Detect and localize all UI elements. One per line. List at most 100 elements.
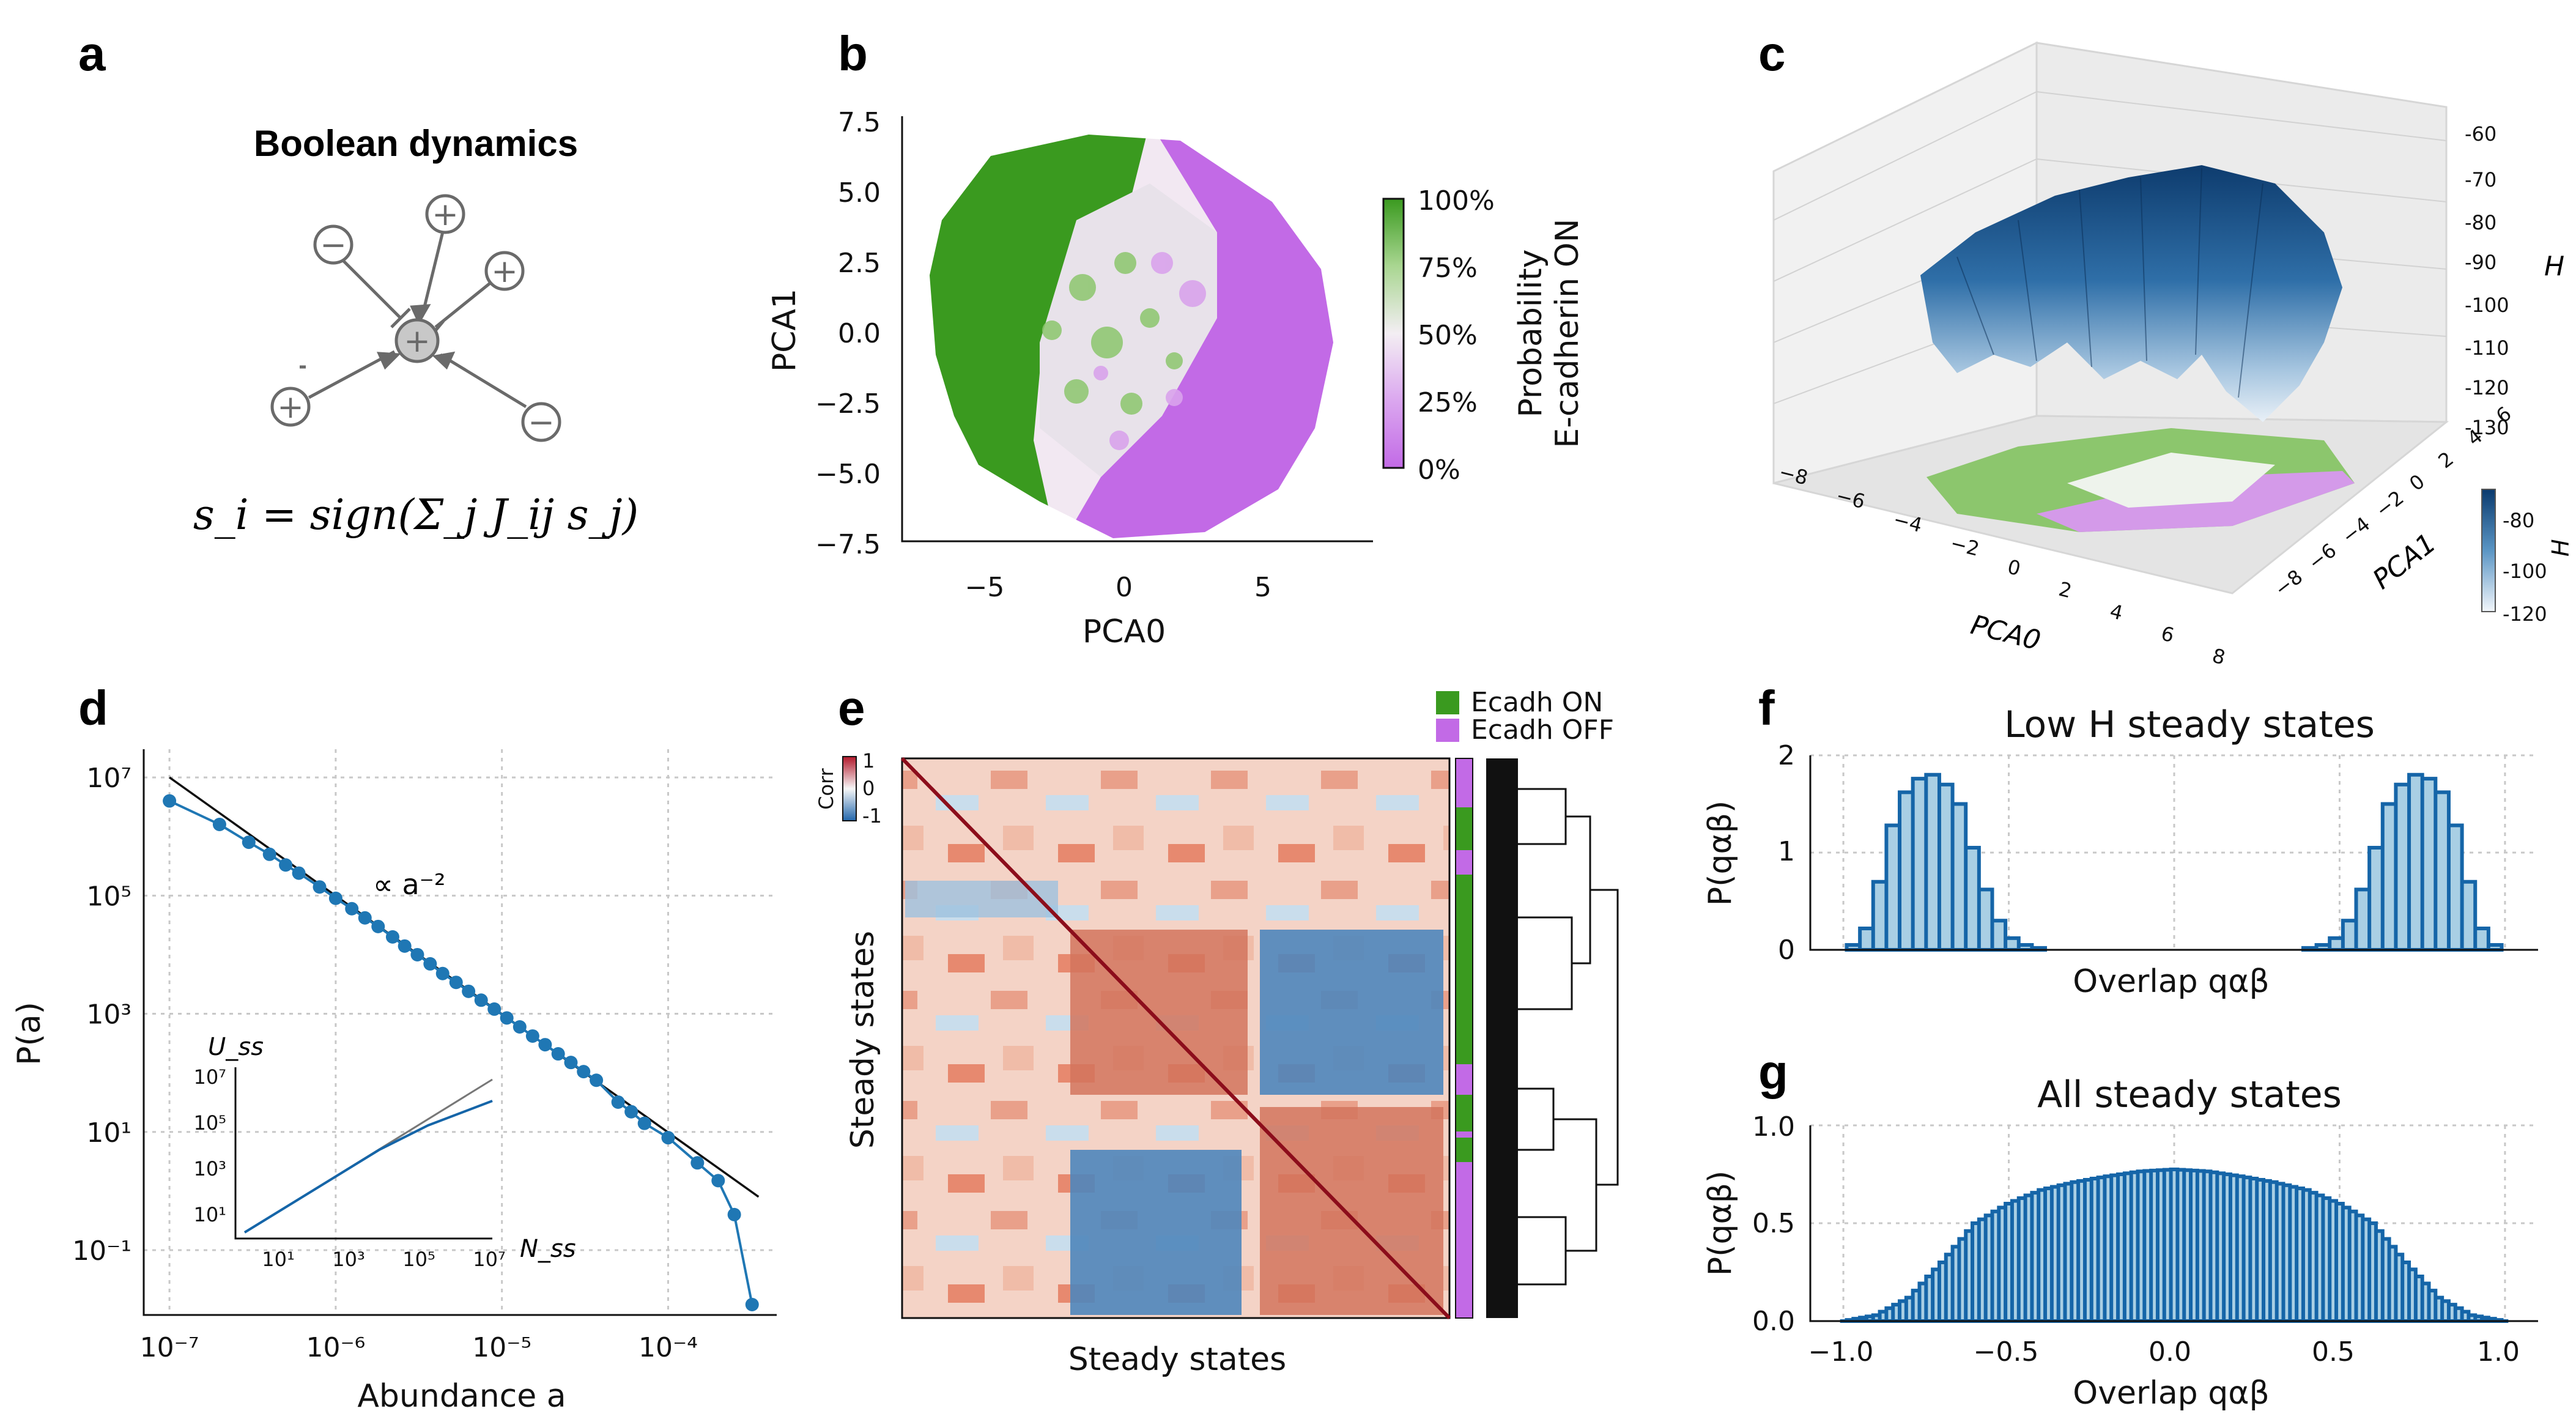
d-data-point [423,957,437,971]
g-xtick: 0.0 [2149,1336,2191,1368]
b-ytick: −2.5 [815,388,881,420]
c-ytick: 2 [2434,447,2458,473]
d-data-point [661,1131,675,1145]
b-ytick: −5.0 [815,459,881,490]
panel-label-a: a [78,26,106,81]
b-cbar-title-2: E-cadherin ON [1549,218,1586,448]
corr-label: Corr [815,768,838,810]
d-data-point [487,1002,502,1016]
d-data-point [474,993,488,1007]
d-data-point [262,847,276,861]
b-ylabel: PCA1 [766,289,803,372]
c-cbar-label: H [2547,539,2574,557]
d-data-point [212,817,226,831]
c-colorbar [2481,489,2496,612]
d-ytick: 10³ [86,999,131,1031]
inset-xtick: 10⁷ [473,1248,506,1271]
g-xtick: 1.0 [2477,1336,2520,1368]
d-data-point [590,1073,604,1087]
c-xtick: 4 [2108,599,2125,625]
d-data-point [163,794,177,808]
d-data-point [727,1207,741,1221]
d-ylabel: P(a) [11,1002,48,1065]
f-xlabel: Overlap qαβ [2073,963,2269,1000]
g-ytick: 0.5 [1752,1208,1795,1239]
inset-ytick: 10⁷ [193,1065,226,1089]
d-data-point [410,947,424,961]
d-annotation: ∝ a⁻² [373,868,445,901]
g-histogram [1840,1168,2509,1323]
d-ytick: 10¹ [86,1117,131,1149]
d-data-point [711,1174,725,1188]
panel-f-chart: Low H steady states 2 1 0 Overlap qαβ P(… [1702,703,2538,1000]
node-pos-1: + [432,196,459,233]
legend-off: Ecadh OFF [1471,714,1614,746]
panel-label-d: d [78,681,108,735]
b-xtick: 0 [1116,572,1133,603]
g-title: All steady states [2037,1073,2342,1116]
d-xtick: 10⁻⁶ [306,1332,365,1363]
b-ytick: 5.0 [838,177,881,209]
legend-on: Ecadh ON [1471,687,1603,718]
d-inset: 10⁷ 10⁵ 10³ 10¹ 10¹ 10³ 10⁵ 10⁷ U_ss N_s… [193,1033,576,1271]
b-xlabel: PCA0 [1083,613,1166,650]
c-ytick: −6 [2304,539,2341,575]
inset-ytick: 10¹ [193,1203,226,1226]
panel-label-e: e [838,681,865,735]
d-data-point [500,1011,514,1025]
d-data-point [279,858,293,872]
d-data-point [690,1156,705,1170]
b-colorbar [1382,198,1405,469]
inset-xtick: 10⁵ [402,1248,435,1271]
b-cbar-tick: 50% [1418,320,1478,351]
dendrogram [1518,788,1619,1286]
g-ytick: 0.0 [1752,1306,1795,1337]
f-ylabel: P(qαβ) [1702,801,1739,906]
corr-colorbar [842,756,857,821]
c-ztick: -90 [2465,251,2496,274]
c-cbar-tick: -120 [2503,602,2547,626]
c-ytick: 0 [2405,470,2429,495]
f-title: Low H steady states [2004,703,2375,746]
c-ytick: −4 [2337,513,2375,549]
c-ztick: -110 [2465,336,2509,360]
b-cbar-tick: 75% [1418,253,1478,284]
d-ytick: 10⁷ [86,763,131,794]
d-data-point [564,1056,578,1070]
c-ztick: -120 [2465,376,2509,399]
d-data-point [345,902,359,916]
panel-b-map: 7.5 5.0 2.5 0.0 −2.5 −5.0 −7.5 −5 0 5 PC… [766,107,1586,650]
corr-tick: 0 [862,777,875,800]
g-xtick: −1.0 [1808,1336,1874,1368]
b-xtick: −5 [965,572,1005,603]
d-data-point [398,939,412,953]
b-ytick: 7.5 [838,107,881,138]
c-ytick: −2 [2371,486,2408,522]
inset-ylabel: U_ss [208,1033,264,1061]
legend-swatch-on [1436,691,1459,714]
d-data-point [328,891,342,905]
inset-xtick: 10³ [332,1248,365,1271]
g-ylabel: P(qαβ) [1702,1171,1739,1276]
d-data-point [385,930,399,944]
d-data-point [538,1038,552,1052]
b-ytick: −7.5 [815,529,881,560]
c-ylabel: PCA1 [2367,527,2441,595]
node-neg-2: − [528,404,555,441]
corr-tick: -1 [862,804,882,828]
f-ytick: 2 [1778,740,1795,771]
panel-e-heatmap: Ecadh ON Ecadh OFF 1 0 -1 Corr Steady st… [815,687,1619,1378]
node-pos-2: + [491,253,518,290]
d-data-point [525,1029,539,1043]
c-zlabel: H [2544,251,2564,282]
d-data-point [745,1297,759,1311]
corr-tick: 1 [862,749,875,772]
dendrogram-leaves [1486,758,1518,1318]
d-data-point [577,1065,591,1079]
d-data-point [611,1095,625,1109]
c-ztick: -130 [2465,416,2509,439]
d-xlabel: Abundance a [357,1378,566,1415]
c-ztick: -100 [2465,294,2509,317]
inset-xtick: 10¹ [262,1248,295,1271]
d-data-point [242,835,256,850]
